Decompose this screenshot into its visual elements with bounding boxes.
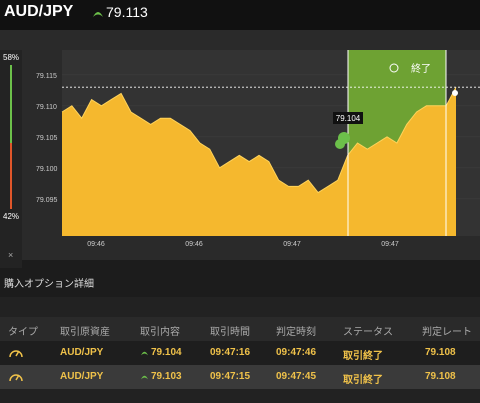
price-area (62, 87, 456, 236)
end-label-group[interactable]: 終了 (389, 62, 431, 75)
arrow-up-icon (141, 351, 148, 356)
row-rate: 79.108 (425, 371, 456, 382)
col-type: タイプ (8, 327, 38, 338)
y-tick-label: 79.105 (36, 135, 58, 142)
close-icon[interactable]: × (8, 250, 14, 260)
y-tick-label: 79.095 (36, 197, 58, 204)
row-trade-time: 09:47:15 (210, 371, 251, 382)
row-asset: AUD/JPY (60, 347, 104, 358)
section-title: 購入オプション詳細 (4, 279, 94, 290)
table-row[interactable]: AUD/JPY 79.104 09:47:16 09:47:46 取引終了 79… (0, 341, 480, 365)
entry-marker-icon (335, 139, 345, 149)
header-bar: AUD/JPY 79.113 (0, 0, 480, 30)
price-head-dot (452, 90, 458, 96)
x-axis-ticks: 09:46 09:46 09:47 09:47 (87, 241, 399, 248)
row-status: 取引終了 (343, 375, 383, 386)
options-table: タイプ 取引原資産 取引内容 取引時間 判定時刻 ステータス 判定レート AUD… (0, 297, 480, 403)
gauge-icon (9, 374, 23, 382)
col-judge-time: 判定時刻 (276, 327, 316, 338)
chart-panel: 58% 42% × 79.115 79.110 79.105 79.100 79.095… (0, 30, 480, 268)
row-content: 79.103 (140, 371, 182, 382)
x-tick-label: 09:46 (87, 241, 105, 248)
row-content-value: 79.103 (151, 371, 182, 382)
x-tick-label: 09:47 (381, 241, 399, 248)
current-price: 79.113 (106, 4, 148, 20)
sentiment-up-bar (10, 65, 12, 143)
col-content: 取引内容 (140, 327, 180, 338)
clock-icon (389, 63, 399, 73)
entry-marker[interactable]: 79.104 (333, 112, 363, 149)
row-rate: 79.108 (425, 347, 456, 358)
pair-title: AUD/JPY (4, 3, 74, 20)
col-status: ステータス (343, 327, 393, 338)
col-asset: 取引原資産 (60, 327, 110, 338)
row-content: 79.104 (140, 347, 182, 358)
sentiment-high: 58% (3, 53, 20, 62)
marker-price: 79.104 (336, 114, 361, 123)
sentiment-bar: 58% 42% × (0, 50, 22, 268)
sentiment-down-bar (10, 143, 12, 209)
table-row[interactable]: AUD/JPY 79.103 09:47:15 09:47:45 取引終了 79… (0, 365, 480, 389)
price-line (61, 86, 457, 194)
y-tick-label: 79.115 (36, 73, 57, 80)
marker-price-box (333, 112, 363, 124)
row-asset: AUD/JPY (60, 371, 104, 382)
x-tick-label: 09:47 (283, 241, 301, 248)
arrow-up-icon (141, 375, 148, 380)
col-rate: 判定レート (422, 327, 472, 338)
y-tick-label: 79.100 (36, 166, 58, 173)
sentiment-low: 42% (3, 212, 20, 221)
row-content-value: 79.104 (151, 347, 182, 358)
table-header: タイプ 取引原資産 取引内容 取引時間 判定時刻 ステータス 判定レート (0, 317, 480, 341)
row-judge-time: 09:47:46 (276, 347, 317, 358)
y-tick-label: 79.110 (36, 104, 57, 111)
col-trade-time: 取引時間 (210, 327, 250, 338)
row-trade-time: 09:47:16 (210, 347, 251, 358)
end-label: 終了 (411, 62, 431, 75)
y-axis-ticks: 79.115 79.110 79.105 79.100 79.095 (36, 73, 58, 204)
row-status: 取引終了 (343, 351, 383, 362)
x-tick-label: 09:46 (185, 241, 203, 248)
gauge-icon (9, 350, 23, 358)
arrow-up-icon (93, 12, 103, 17)
row-judge-time: 09:47:45 (276, 371, 317, 382)
